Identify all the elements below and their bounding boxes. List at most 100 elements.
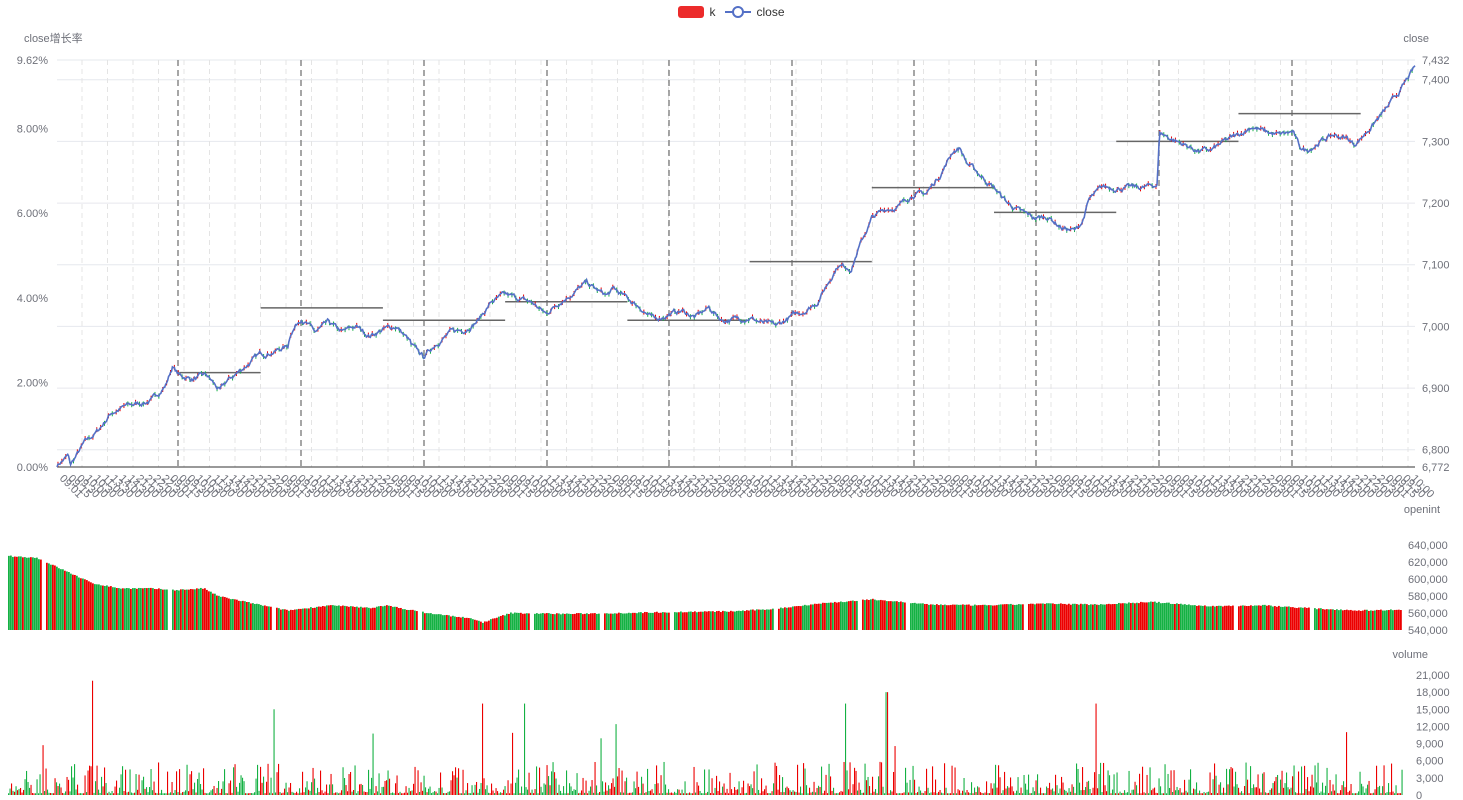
openint-bar (496, 617, 498, 630)
volume-bar (1101, 792, 1103, 795)
openint-bar (270, 606, 272, 630)
volume-bar (617, 776, 619, 795)
volume-bar (1124, 790, 1126, 795)
legend-item-k[interactable]: k (678, 5, 715, 19)
openint-bar (694, 611, 696, 630)
volume-bar (432, 792, 434, 795)
volume-bar (1235, 771, 1237, 795)
volume-bar (1268, 792, 1270, 795)
volume-bar (818, 785, 820, 795)
openint-bar (1070, 604, 1072, 630)
openint-bar (820, 603, 822, 630)
volume-bar (93, 792, 95, 795)
volume-bar (797, 764, 799, 795)
openint-bar (728, 611, 730, 630)
volume-bar (243, 781, 245, 795)
openint-bar (1002, 604, 1004, 630)
openint-bar (1154, 601, 1156, 630)
volume-bar (1148, 793, 1150, 795)
volume-bar (830, 776, 832, 795)
openint-bar (834, 601, 836, 630)
openint-bar (240, 601, 242, 630)
volume-axis-tick: 0 (1416, 790, 1422, 800)
volume-bar (392, 792, 394, 795)
openint-bar (58, 568, 60, 630)
openint-bar (1018, 604, 1020, 630)
openint-bar (200, 587, 202, 630)
volume-bar (612, 778, 614, 795)
volume-bar (318, 792, 320, 795)
volume-bar (1221, 792, 1223, 795)
volume-bar (588, 790, 590, 795)
openint-bar (946, 605, 948, 630)
openint-bar (1212, 605, 1214, 630)
openint-bar (944, 604, 946, 630)
volume-bar (53, 793, 55, 795)
volume-bar (737, 789, 739, 795)
openint-bar (558, 613, 560, 630)
volume-bar (627, 793, 629, 795)
volume-bar (1091, 793, 1093, 795)
volume-bar (437, 793, 439, 795)
volume-bar (510, 783, 512, 795)
openint-bar (510, 612, 512, 630)
volume-bar (707, 791, 709, 795)
left-axis-tick: 4.00% (17, 293, 48, 305)
volume-bar (614, 786, 616, 795)
openint-bar (484, 621, 486, 630)
volume-bar (798, 792, 800, 795)
volume-bar (201, 789, 203, 795)
openint-bar (1360, 610, 1362, 630)
volume-bar (122, 766, 124, 795)
volume-bar (536, 766, 538, 795)
volume-bar (494, 793, 496, 795)
openint-bar (476, 620, 478, 630)
volume-bar (1275, 777, 1277, 795)
volume-bar (1374, 789, 1376, 795)
volume-bar (840, 790, 842, 795)
openint-bar (642, 613, 644, 630)
openint-bar (328, 605, 330, 630)
volume-bar (1293, 765, 1295, 795)
volume-bar (15, 786, 17, 795)
volume-bar (36, 779, 38, 795)
left-axis-tick: 6.00% (17, 208, 48, 220)
volume-bar (1110, 793, 1112, 795)
openint-bar (1276, 606, 1278, 630)
volume-bar (1320, 791, 1322, 795)
openint-bar (804, 604, 806, 630)
legend-item-close[interactable]: close (725, 5, 785, 19)
openint-bar (1122, 603, 1124, 630)
volume-bar (504, 786, 506, 795)
volume-bar (197, 778, 199, 795)
volume-bar (426, 792, 428, 795)
openint-bar (676, 612, 678, 630)
volume-bar (357, 791, 359, 795)
volume-bar (767, 793, 769, 795)
volume-bar (666, 792, 668, 795)
openint-bar (630, 613, 632, 630)
openint-bar (678, 612, 680, 630)
openint-bar (830, 602, 832, 630)
openint-bar (342, 605, 344, 630)
volume-bar (458, 768, 460, 795)
openint-bar (1260, 605, 1262, 630)
volume-bar (1194, 789, 1196, 795)
openint-bar (434, 614, 436, 630)
volume-bar (1019, 793, 1021, 795)
volume-bar (522, 793, 524, 795)
volume-bar (347, 791, 349, 795)
volume-bar (285, 782, 287, 795)
volume-bar (464, 793, 466, 795)
volume-bar (983, 793, 985, 795)
openint-bar (488, 620, 490, 630)
openint-bar (1120, 603, 1122, 630)
volume-bar (980, 792, 982, 795)
openint-bar (914, 602, 916, 630)
openint-bar (930, 604, 932, 630)
openint-bar (760, 609, 762, 630)
volume-bar (603, 791, 605, 795)
openint-bar (104, 585, 106, 630)
openint-bar (286, 609, 288, 630)
openint-bar (122, 588, 124, 630)
